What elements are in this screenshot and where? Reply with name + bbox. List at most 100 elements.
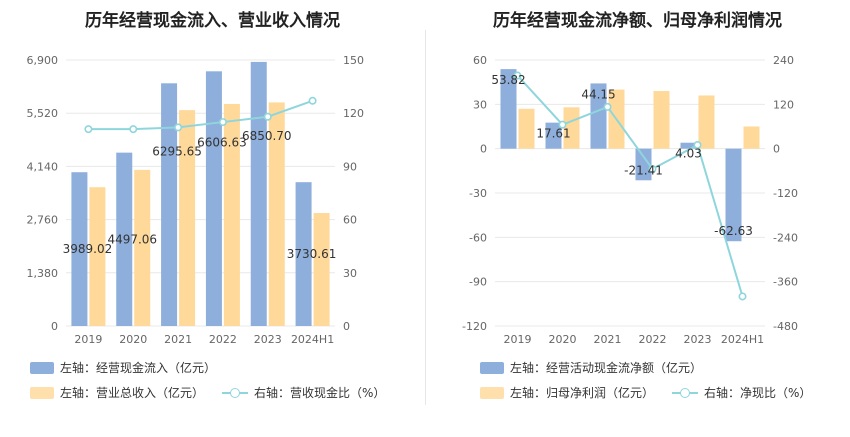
bar-primary [635,148,652,181]
left-chart-svg: 0 1,380 2,760 4,140 5,520 6,900 0 30 60 90 120 150 2… [27,54,365,346]
y-left-tick-label: -60 [469,231,487,244]
bar-secondary [134,169,151,326]
y-left-tick-label: 60 [473,54,487,67]
panel-divider [425,30,426,405]
y-right-tick-label: 150 [343,54,364,67]
bar-secondary [89,187,106,326]
legend-item-net-profit[interactable]: 左轴：归母净利润（亿元） [480,384,654,401]
legend-item-net-cash-ratio[interactable]: 右轴：净现比（%） [672,384,811,401]
right-chart-panel: 历年经营现金流净额、归母净利润情况 -120 -90 -60 -30 0 30 60 -480… [425,0,850,437]
y-right-tick-label: -360 [773,276,798,289]
bar-secondary [698,95,715,149]
y-left-tick-label: 6,900 [27,54,59,67]
x-tick-label: 2021 [164,333,192,346]
legend-label: 左轴：经营活动现金流净额（亿元） [510,361,703,375]
bar-secondary [518,108,535,149]
ratio-point [603,102,612,111]
bar-data-label: -62.63 [714,224,753,238]
bar-data-label: 53.82 [491,73,525,87]
x-tick-label: 2024H1 [291,333,334,346]
bar-data-label: 4497.06 [107,232,157,246]
legend-line-marker-icon [672,387,699,399]
right-legend-row-2: 左轴：归母净利润（亿元） 右轴：净现比（%） [480,384,829,401]
y-left-tick-label: 30 [473,98,487,111]
ratio-point [174,123,183,132]
bar-secondary [179,110,196,327]
ratio-point [218,118,227,127]
ratio-point [738,292,747,301]
ratio-point [693,140,702,149]
ratio-point [648,164,657,173]
legend-item-net-cash-flow[interactable]: 左轴：经营活动现金流净额（亿元） [480,359,702,376]
bar-primary [116,152,133,326]
y-right-tick-label: 120 [343,107,364,120]
y-left-tick-label: 1,380 [27,267,59,280]
bar-secondary [223,103,240,327]
bar-data-label: 44.15 [581,87,615,101]
legend-label: 右轴：营收现金比（%） [254,386,386,400]
ratio-point [513,71,522,80]
y-right-tick-label: 90 [343,160,357,173]
y-right-tick-label: 0 [773,143,780,156]
x-tick-label: 2023 [254,333,282,346]
bar-primary [71,172,88,326]
y-right-tick-label: 30 [343,267,357,280]
left-legend-row-1: 左轴：经营现金流入（亿元） [30,359,234,376]
x-tick-label: 2022 [209,333,237,346]
x-tick-label: 2023 [684,333,712,346]
ratio-point [129,125,138,134]
bar-primary [500,69,517,149]
y-right-tick-label: 120 [773,98,794,111]
legend-item-cash-inflow[interactable]: 左轴：经营现金流入（亿元） [30,359,216,376]
legend-label: 左轴：经营现金流入（亿元） [60,361,217,375]
bar-data-label: 3730.61 [287,247,337,261]
x-tick-label: 2020 [119,333,147,346]
x-tick-label: 2019 [74,333,102,346]
bar-secondary [268,102,285,327]
y-right-tick-label: 0 [343,320,350,333]
right-chart-title: 历年经营现金流净额、归母净利润情况 [493,11,782,31]
bar-primary [295,182,312,326]
ratio-line [88,99,313,131]
bar-data-label: 6850.70 [242,129,292,143]
x-tick-label: 2019 [504,333,532,346]
bar-primary [680,142,697,149]
ratio-point [308,96,317,105]
y-left-tick-label: -30 [469,187,487,200]
bar-data-label: 6295.65 [152,144,202,158]
y-right-tick-label: -240 [773,231,798,244]
y-left-tick-label: 2,760 [27,214,59,227]
legend-item-revenue[interactable]: 左轴：营业总收入（亿元） [30,384,204,401]
bar-secondary [563,107,580,149]
bar-secondary [313,213,330,326]
left-chart-title: 历年经营现金流入、营业收入情况 [85,11,340,31]
bar-secondary [743,126,760,149]
x-tick-label: 2020 [549,333,577,346]
legend-swatch-blue [480,361,504,374]
legend-label: 左轴：归母净利润（亿元） [510,386,655,400]
x-tick-label: 2021 [594,333,622,346]
right-chart-svg: -120 -90 -60 -30 0 30 60 -480 -360 -240 -120 0 120 24… [462,54,798,346]
bar-primary [250,61,267,327]
bar-primary [725,148,742,242]
y-left-tick-label: 4,140 [27,160,59,173]
y-left-tick-label: 5,520 [27,107,59,120]
ratio-point [263,112,272,121]
y-left-tick-label: -90 [469,276,487,289]
x-tick-label: 2022 [639,333,667,346]
bar-data-label: 4.03 [675,147,702,161]
bar-primary [545,122,562,149]
legend-label: 左轴：营业总收入（亿元） [60,386,205,400]
x-tick-label: 2024H1 [721,333,764,346]
bar-data-label: 6606.63 [197,136,247,150]
y-right-tick-label: 240 [773,54,794,67]
y-left-tick-label: 0 [51,320,58,333]
bar-primary [590,83,607,149]
bar-data-label: -21.41 [624,163,663,177]
legend-swatch-orange [480,386,504,399]
bar-data-label: 17.61 [536,127,570,141]
bar-primary [205,71,222,326]
legend-item-revenue-cash-ratio[interactable]: 右轴：营收现金比（%） [222,384,385,401]
left-legend-row-2: 左轴：营业总收入（亿元） 右轴：营收现金比（%） [30,384,403,401]
legend-label: 右轴：净现比（%） [704,386,812,400]
